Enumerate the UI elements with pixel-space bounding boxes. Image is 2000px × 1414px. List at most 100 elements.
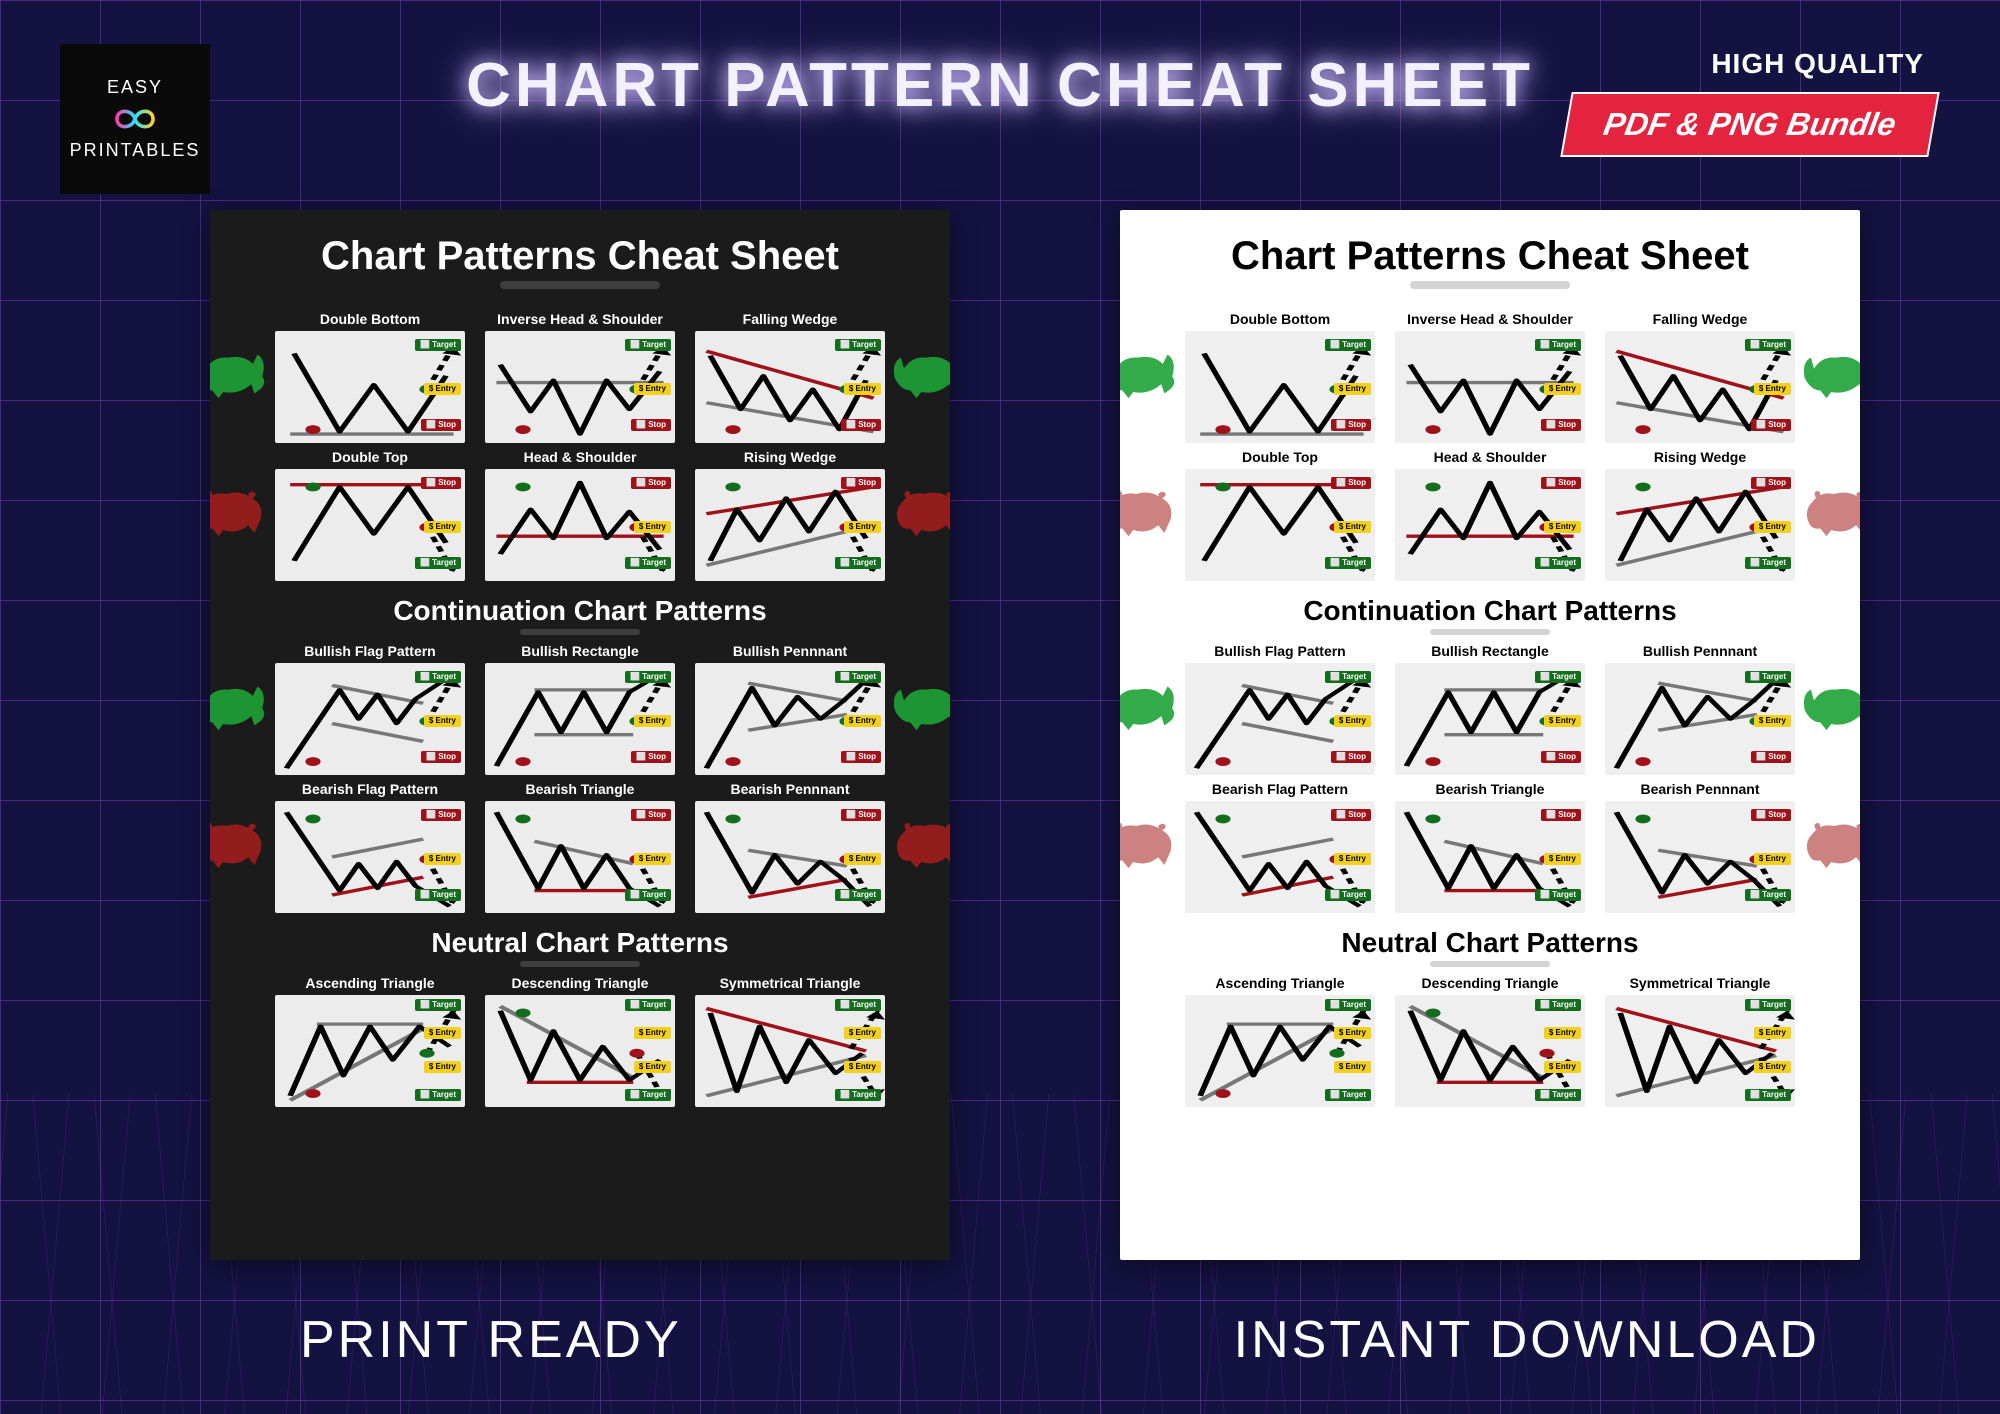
pattern-cell: Head & Shoulder ⬜ Target $ Entry ⬜ Stop	[485, 443, 675, 581]
pattern-row: Double Top ⬜ Target $ Entry ⬜ Stop Head …	[210, 443, 950, 581]
pattern-name: Descending Triangle	[485, 975, 675, 991]
bull-icon	[1800, 345, 1860, 403]
pattern-row: Ascending Triangle ⬜ Target $ Entry $ En…	[1120, 969, 1860, 1107]
bull-icon	[1800, 677, 1860, 735]
pattern-thumb: ⬜ Target $ Entry ⬜ Stop	[1605, 663, 1795, 775]
pattern-name: Ascending Triangle	[1185, 975, 1375, 991]
pattern-thumb: ⬜ Target $ Entry ⬜ Stop	[1395, 469, 1585, 581]
pattern-name: Double Bottom	[1185, 311, 1375, 327]
pattern-row: Bearish Flag Pattern ⬜ Target $ Entry ⬜ …	[1120, 775, 1860, 913]
pattern-cell: Bearish Triangle ⬜ Target $ Entry ⬜ Stop	[485, 775, 675, 913]
logo-word-top: EASY	[107, 77, 163, 98]
infinity-icon	[105, 104, 165, 134]
pattern-thumb: ⬜ Target $ Entry $ Entry ⬜ Target	[695, 995, 885, 1107]
pattern-thumb: ⬜ Target $ Entry ⬜ Stop	[1185, 801, 1375, 913]
page-title: CHART PATTERN CHEAT SHEET	[466, 50, 1534, 121]
pattern-cell: Falling Wedge ⬜ Target $ Entry ⬜ Stop	[1605, 305, 1795, 443]
pattern-thumb: ⬜ Target $ Entry ⬜ Stop	[275, 801, 465, 913]
pattern-thumb: ⬜ Target $ Entry $ Entry ⬜ Target	[1185, 995, 1375, 1107]
pattern-name: Bullish Rectangle	[1395, 643, 1585, 659]
bundle-badge: PDF & PNG Bundle	[1561, 92, 1940, 157]
pattern-name: Bearish Flag Pattern	[1185, 781, 1375, 797]
bear-icon	[1120, 483, 1180, 541]
pattern-name: Bearish Triangle	[1395, 781, 1585, 797]
pattern-thumb: ⬜ Target $ Entry ⬜ Stop	[1395, 663, 1585, 775]
pattern-row: Double Top ⬜ Target $ Entry ⬜ Stop Head …	[1120, 443, 1860, 581]
pattern-name: Bullish Pennnant	[1605, 643, 1795, 659]
pattern-row: Double Bottom ⬜ Target $ Entry ⬜ Stop In…	[1120, 305, 1860, 443]
pattern-name: Inverse Head & Shoulder	[485, 311, 675, 327]
pattern-thumb: ⬜ Target $ Entry ⬜ Stop	[485, 663, 675, 775]
pattern-thumb: ⬜ Target $ Entry ⬜ Stop	[1395, 331, 1585, 443]
pattern-cell: Bearish Flag Pattern ⬜ Target $ Entry ⬜ …	[275, 775, 465, 913]
pattern-name: Bearish Pennnant	[1605, 781, 1795, 797]
pattern-name: Falling Wedge	[1605, 311, 1795, 327]
pattern-name: Double Top	[275, 449, 465, 465]
pattern-cell: Double Bottom ⬜ Target $ Entry ⬜ Stop	[275, 305, 465, 443]
pattern-row: Bullish Flag Pattern ⬜ Target $ Entry ⬜ …	[1120, 637, 1860, 775]
section-title-neutral: Neutral Chart Patterns	[210, 927, 950, 967]
pattern-thumb: ⬜ Target $ Entry $ Entry ⬜ Target	[275, 995, 465, 1107]
bull-icon	[890, 677, 950, 735]
pattern-cell: Head & Shoulder ⬜ Target $ Entry ⬜ Stop	[1395, 443, 1585, 581]
footer-print-ready: PRINT READY	[300, 1310, 682, 1370]
pattern-cell: Rising Wedge ⬜ Target $ Entry ⬜ Stop	[1605, 443, 1795, 581]
pattern-cell: Double Top ⬜ Target $ Entry ⬜ Stop	[275, 443, 465, 581]
bull-icon	[1120, 677, 1180, 735]
pattern-thumb: ⬜ Target $ Entry $ Entry ⬜ Target	[485, 995, 675, 1107]
bear-icon	[1800, 483, 1860, 541]
pattern-thumb: ⬜ Target $ Entry ⬜ Stop	[1395, 801, 1585, 913]
pattern-name: Bearish Triangle	[485, 781, 675, 797]
pattern-cell: Symmetrical Triangle ⬜ Target $ Entry $ …	[695, 969, 885, 1107]
bear-icon	[1800, 815, 1860, 873]
pattern-thumb: ⬜ Target $ Entry ⬜ Stop	[485, 331, 675, 443]
pattern-cell: Symmetrical Triangle ⬜ Target $ Entry $ …	[1605, 969, 1795, 1107]
pattern-cell: Rising Wedge ⬜ Target $ Entry ⬜ Stop	[695, 443, 885, 581]
pattern-thumb: ⬜ Target $ Entry ⬜ Stop	[1185, 331, 1375, 443]
pattern-cell: Bullish Flag Pattern ⬜ Target $ Entry ⬜ …	[275, 637, 465, 775]
pattern-thumb: ⬜ Target $ Entry ⬜ Stop	[1605, 469, 1795, 581]
pattern-row: Double Bottom ⬜ Target $ Entry ⬜ Stop In…	[210, 305, 950, 443]
pattern-thumb: ⬜ Target $ Entry ⬜ Stop	[695, 801, 885, 913]
pattern-cell: Ascending Triangle ⬜ Target $ Entry $ En…	[275, 969, 465, 1107]
pattern-cell: Bearish Pennnant ⬜ Target $ Entry ⬜ Stop	[1605, 775, 1795, 913]
bear-icon	[1120, 815, 1180, 873]
pattern-name: Rising Wedge	[1605, 449, 1795, 465]
pattern-thumb: ⬜ Target $ Entry ⬜ Stop	[1185, 663, 1375, 775]
pattern-name: Symmetrical Triangle	[1605, 975, 1795, 991]
pattern-name: Bullish Flag Pattern	[1185, 643, 1375, 659]
pattern-name: Bullish Pennnant	[695, 643, 885, 659]
pattern-name: Double Bottom	[275, 311, 465, 327]
pattern-thumb: ⬜ Target $ Entry $ Entry ⬜ Target	[1605, 995, 1795, 1107]
pattern-name: Bearish Flag Pattern	[275, 781, 465, 797]
section-title-continuation: Continuation Chart Patterns	[1120, 595, 1860, 635]
pattern-thumb: ⬜ Target $ Entry ⬜ Stop	[1605, 331, 1795, 443]
cheat-sheet-light: Chart Patterns Cheat Sheet Double Bottom…	[1120, 210, 1860, 1260]
bull-icon	[210, 345, 270, 403]
pattern-cell: Ascending Triangle ⬜ Target $ Entry $ En…	[1185, 969, 1375, 1107]
pattern-thumb: ⬜ Target $ Entry ⬜ Stop	[275, 469, 465, 581]
pattern-cell: Bearish Pennnant ⬜ Target $ Entry ⬜ Stop	[695, 775, 885, 913]
cheat-sheet-dark: Chart Patterns Cheat Sheet Double Bottom…	[210, 210, 950, 1260]
footer-instant-download: INSTANT DOWNLOAD	[1234, 1310, 1820, 1370]
brand-logo: EASY PRINTABLES	[60, 44, 210, 194]
section-title-neutral: Neutral Chart Patterns	[1120, 927, 1860, 967]
pattern-cell: Double Bottom ⬜ Target $ Entry ⬜ Stop	[1185, 305, 1375, 443]
pattern-name: Descending Triangle	[1395, 975, 1585, 991]
bear-icon	[210, 483, 270, 541]
bull-icon	[890, 345, 950, 403]
pattern-row: Ascending Triangle ⬜ Target $ Entry $ En…	[210, 969, 950, 1107]
pattern-cell: Inverse Head & Shoulder ⬜ Target $ Entry…	[485, 305, 675, 443]
pattern-name: Bearish Pennnant	[695, 781, 885, 797]
pattern-name: Falling Wedge	[695, 311, 885, 327]
pattern-name: Bullish Flag Pattern	[275, 643, 465, 659]
pattern-thumb: ⬜ Target $ Entry ⬜ Stop	[275, 663, 465, 775]
logo-word-bottom: PRINTABLES	[70, 140, 201, 161]
pattern-cell: Bearish Flag Pattern ⬜ Target $ Entry ⬜ …	[1185, 775, 1375, 913]
pattern-thumb: ⬜ Target $ Entry ⬜ Stop	[275, 331, 465, 443]
pattern-name: Ascending Triangle	[275, 975, 465, 991]
pattern-cell: Bullish Pennnant ⬜ Target $ Entry ⬜ Stop	[1605, 637, 1795, 775]
pattern-cell: Inverse Head & Shoulder ⬜ Target $ Entry…	[1395, 305, 1585, 443]
pattern-row: Bullish Flag Pattern ⬜ Target $ Entry ⬜ …	[210, 637, 950, 775]
pattern-cell: Bearish Triangle ⬜ Target $ Entry ⬜ Stop	[1395, 775, 1585, 913]
